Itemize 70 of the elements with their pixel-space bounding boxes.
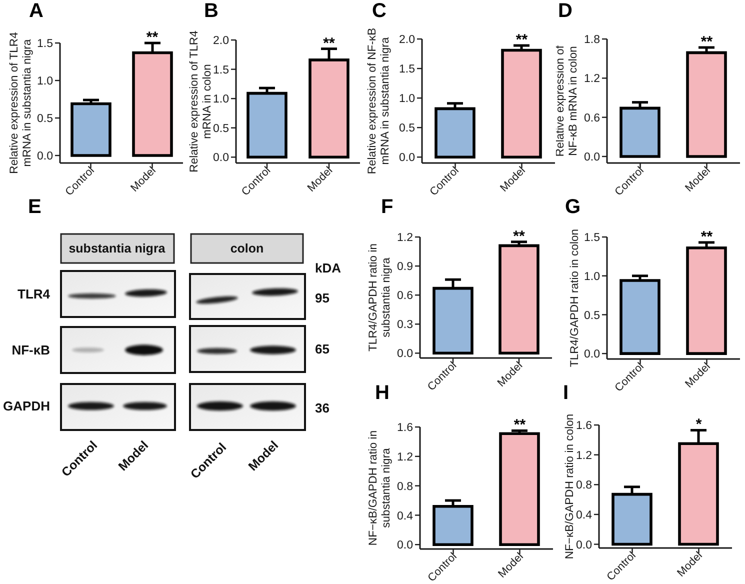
- y-tick-label: 0.4: [576, 510, 593, 522]
- y-tick-label: 0.3: [397, 319, 413, 332]
- text: 95: [315, 290, 330, 306]
- y-axis-title: NF−κB/GAPDH ratio in substantia nigra: [368, 430, 392, 546]
- y-tick-label: 1.2: [576, 450, 592, 462]
- annotation: **: [514, 416, 526, 434]
- y-tick-label: 1.5: [37, 38, 53, 50]
- y-tick-label: 0.6: [584, 112, 600, 124]
- text: substantia nigra: [68, 242, 166, 256]
- text: NF-κB: [12, 342, 50, 358]
- annotation: *: [696, 416, 702, 434]
- annotation: **: [700, 228, 713, 246]
- y-tick-label: 1.2: [397, 232, 413, 244]
- annotation: **: [323, 34, 335, 52]
- annotation: **: [700, 33, 713, 50]
- text: TLR4: [18, 286, 51, 302]
- text: colon: [230, 242, 264, 256]
- y-tick-label: 1.8: [584, 34, 600, 46]
- y-tick-label: 1.5: [399, 64, 415, 76]
- y-tick-label: 2.0: [399, 34, 415, 46]
- text: 36: [315, 400, 330, 416]
- y-axis-title: TLR4/GAPDH ratio in substantia nigra: [368, 244, 392, 352]
- chart-title: C: [372, 0, 386, 22]
- text: kDA: [315, 260, 342, 276]
- chart-title: H: [375, 382, 390, 404]
- text: 65: [315, 342, 330, 357]
- y-tick-label: 1.2: [397, 451, 413, 464]
- y-tick-label: 1.6: [576, 420, 592, 432]
- y-tick-label: 1.0: [584, 270, 600, 283]
- annotation: **: [516, 31, 528, 48]
- y-tick-label: 1.5: [213, 64, 229, 76]
- chart-title: B: [204, 0, 218, 22]
- y-tick-label: 1.0: [37, 76, 53, 88]
- y-tick-label: 0.8: [397, 480, 413, 493]
- y-tick-label: 0.5: [584, 310, 600, 322]
- chart-title: A: [29, 0, 44, 22]
- y-tick-label: 0.0: [576, 539, 592, 552]
- annotation: **: [513, 228, 525, 245]
- y-tick-label: 0.0: [37, 150, 53, 163]
- chart-title: G: [565, 196, 581, 218]
- y-tick-label: 0.6: [397, 290, 413, 302]
- y-tick-label: 2.0: [213, 35, 229, 48]
- text: E: [28, 196, 42, 218]
- y-tick-label: 0.8: [576, 480, 592, 492]
- y-axis-title: TLR4/GAPDH ratio in colon: [569, 228, 581, 368]
- y-tick-label: 1.0: [213, 94, 229, 106]
- y-axis-title: Relative expression of TLR4 mRNA in colon: [188, 30, 214, 172]
- y-tick-label: 0.0: [399, 152, 415, 164]
- y-axis-title: Relative expression of TLR4 mRNA in substantia nigra: [8, 32, 34, 174]
- y-tick-label: 0.0: [213, 152, 229, 164]
- y-tick-label: 0.0: [397, 348, 413, 360]
- annotation: **: [146, 29, 158, 46]
- chart-title: D: [558, 0, 572, 22]
- y-tick-label: 0.9: [397, 261, 413, 274]
- y-tick-label: 1.0: [399, 93, 415, 106]
- y-tick-label: 0.0: [397, 540, 413, 552]
- y-tick-label: 0.0: [584, 152, 600, 164]
- y-axis-title: Relative expression of NF-κB mRNA in substantia nigra: [366, 28, 392, 174]
- y-axis-title: NF−κB/GAPDH ratio in colon: [564, 414, 576, 560]
- y-tick-label: 1.6: [397, 422, 413, 434]
- y-tick-label: 0.4: [397, 510, 414, 522]
- chart-title: I: [563, 382, 569, 404]
- y-tick-label: 0.5: [213, 122, 229, 135]
- chart-title: F: [381, 196, 394, 218]
- y-tick-label: 0.5: [399, 122, 415, 135]
- y-tick-label: 1.2: [584, 73, 600, 86]
- y-tick-label: 0.5: [37, 113, 53, 126]
- text: GAPDH: [3, 398, 50, 414]
- y-tick-label: 1.5: [584, 232, 600, 244]
- y-tick-label: 0.0: [584, 348, 600, 361]
